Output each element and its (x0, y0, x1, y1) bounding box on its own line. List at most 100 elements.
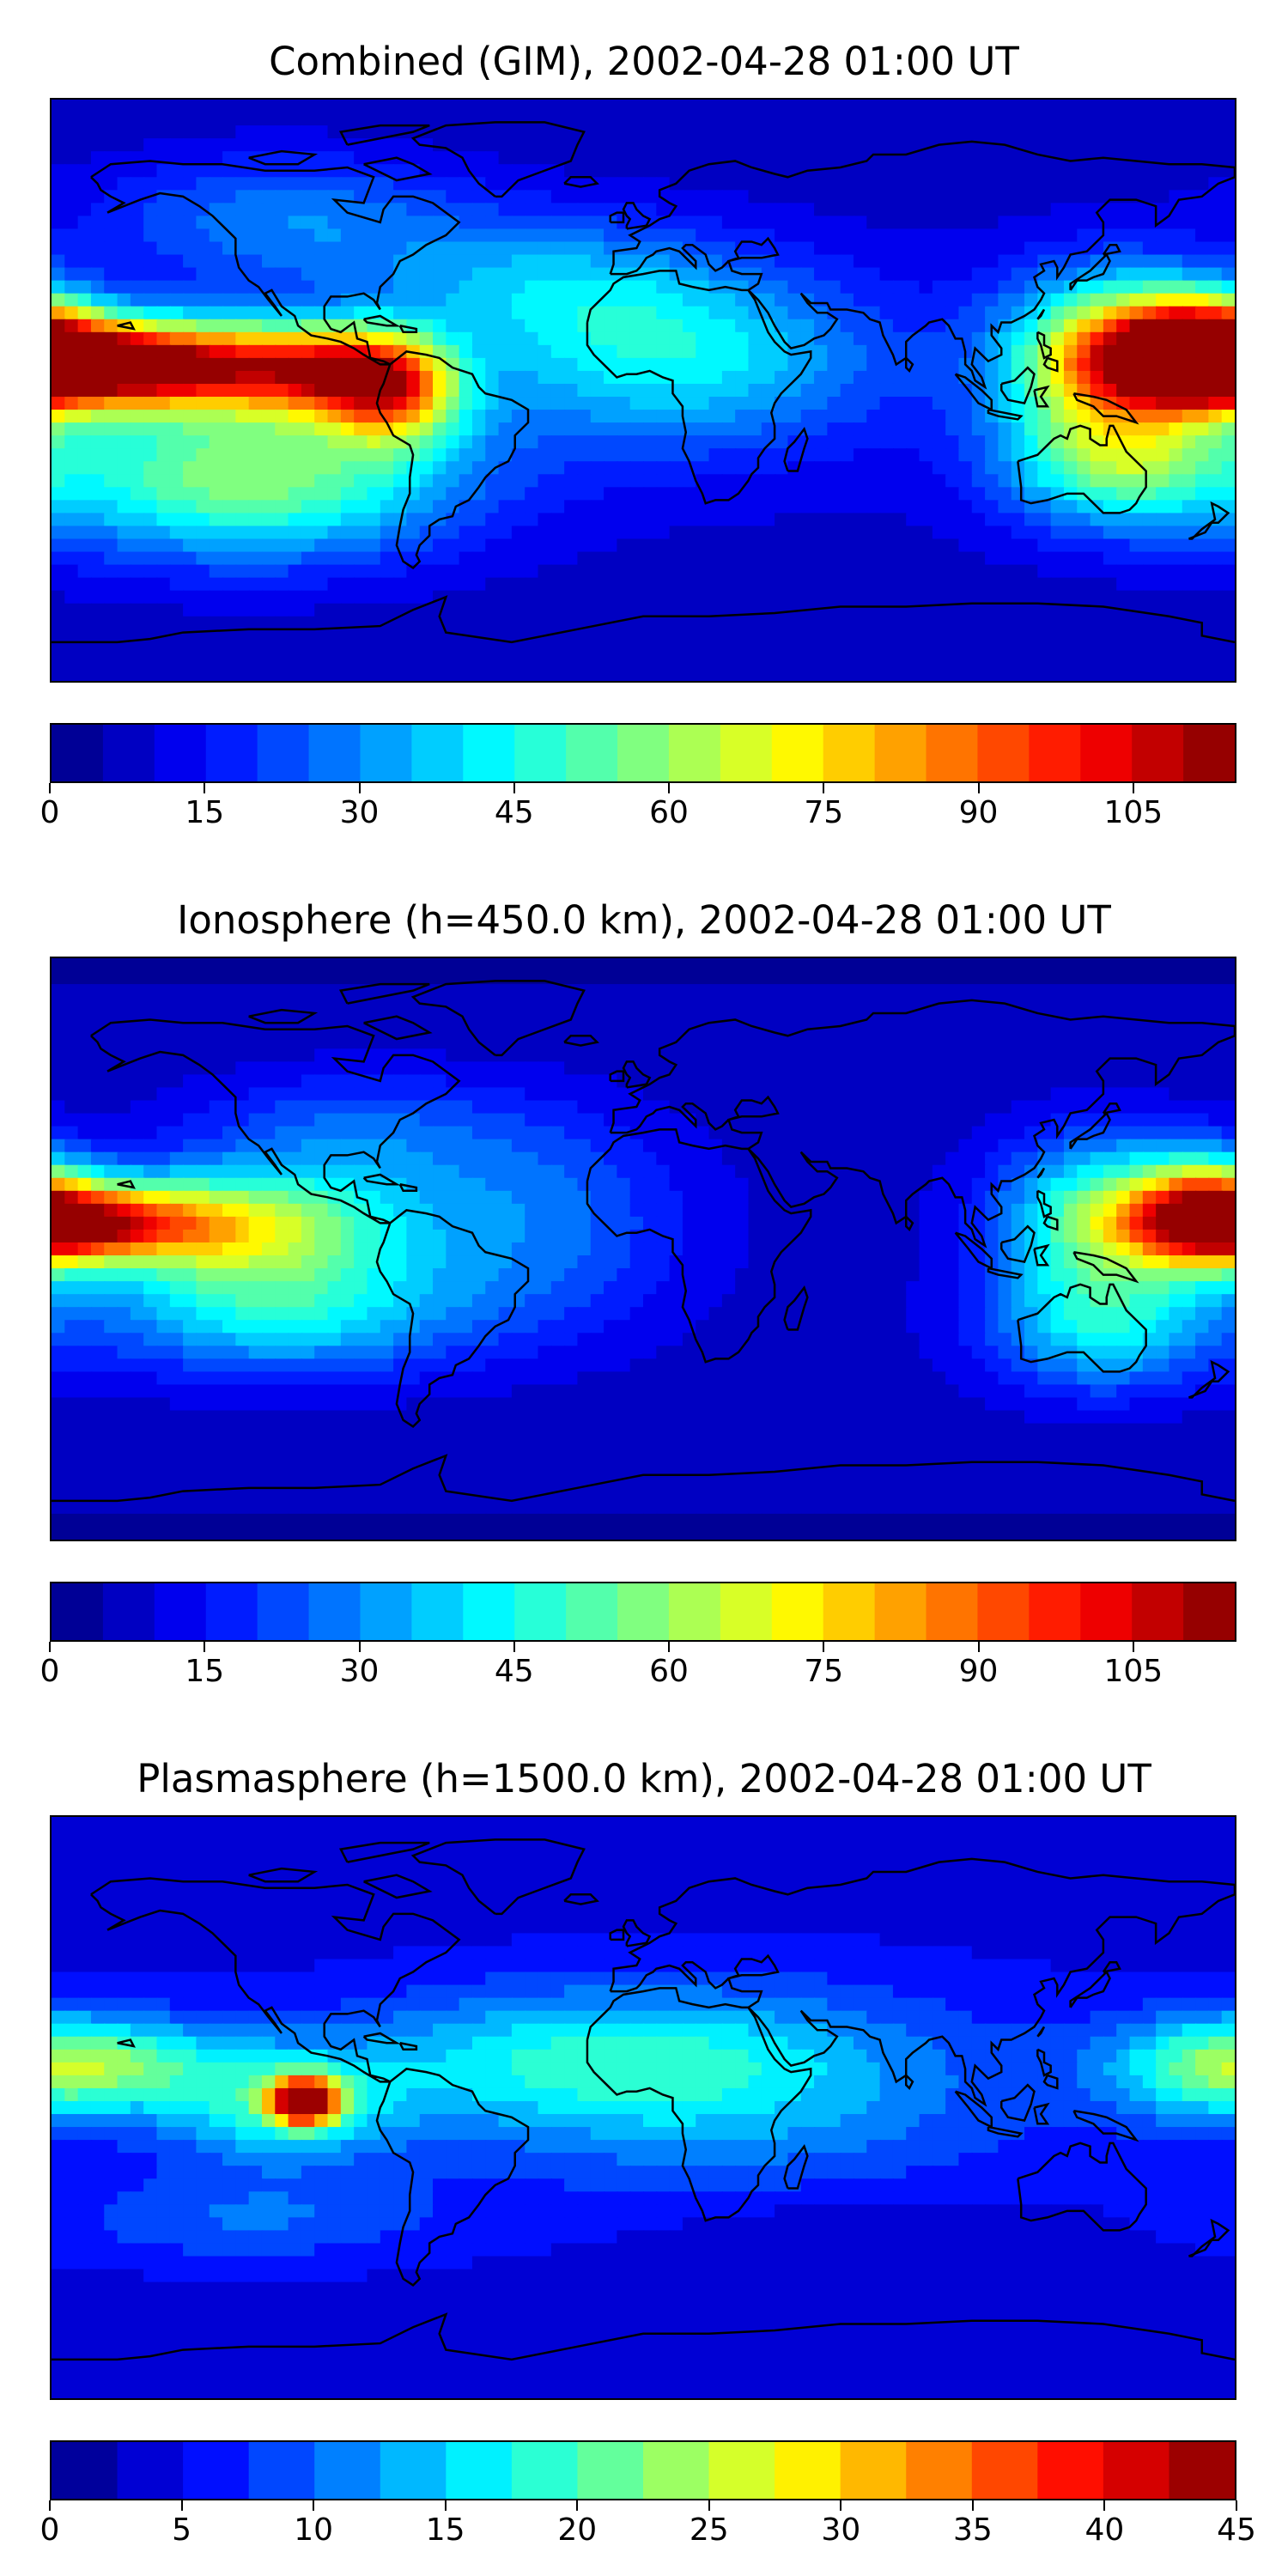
coastline (341, 1843, 429, 1862)
colorbar-tick (977, 1642, 980, 1652)
colorbar-tick (358, 1642, 361, 1652)
coastline (564, 177, 597, 186)
colorbar-level (52, 725, 104, 781)
coastline (623, 1061, 650, 1087)
panel-title: Combined (GIM), 2002-04-28 01:00 UT (269, 39, 1019, 84)
colorbar-level (360, 1583, 413, 1640)
colorbar-level (308, 1583, 361, 1640)
colorbar-tick (49, 2500, 51, 2511)
coastline (364, 1017, 430, 1039)
colorbar-level (154, 725, 207, 781)
coastline (1103, 1103, 1120, 1113)
coastline (1001, 2085, 1034, 2120)
colorbar-level (446, 2442, 513, 2499)
colorbar-level (971, 2442, 1039, 2499)
colorbar-tick-label: 15 (425, 2512, 465, 2548)
coastline (611, 1930, 623, 1940)
colorbar-tick-label: 90 (958, 795, 999, 830)
colorbar-tick-label: 75 (804, 1654, 844, 1689)
colorbar-tick-label: 105 (1103, 795, 1163, 830)
colorbar-level (823, 725, 876, 781)
coastline (118, 2040, 134, 2047)
colorbar-level (102, 725, 155, 781)
colorbar-ticks-ionosphere: 0 15 30 45 60 75 90 105 (40, 1642, 1236, 1693)
coastline (91, 1019, 459, 1223)
colorbar-level (511, 2442, 579, 2499)
colorbar-level (977, 725, 1030, 781)
colorbar-level (117, 2442, 184, 2499)
coastline (413, 981, 584, 1055)
coastline (611, 1000, 1235, 1246)
coastline (587, 1988, 811, 2221)
coastline (564, 1894, 597, 1904)
colorbar-tick (668, 783, 671, 793)
colorbar-level (1132, 725, 1184, 781)
colorbar-tick-label: 30 (821, 2512, 861, 2548)
coastline (1035, 387, 1048, 407)
colorbar-tick (358, 783, 361, 793)
colorbar-combined (50, 723, 1236, 783)
colorbar-level (566, 1583, 618, 1640)
coastline (364, 1875, 430, 1898)
coastline (1044, 2075, 1057, 2088)
coastline (52, 2314, 1235, 2360)
colorbar-level (52, 1583, 104, 1640)
coastline (364, 1175, 397, 1184)
coastline (1037, 2026, 1044, 2036)
coastline (52, 597, 1235, 642)
coastline (400, 1184, 416, 1191)
colorbar-level (411, 725, 464, 781)
colorbar-level (771, 1583, 824, 1640)
colorbar-tick (977, 783, 980, 793)
coastline (413, 1839, 584, 1914)
colorbar-tick (1236, 2500, 1237, 2511)
coastline (564, 1036, 597, 1045)
coastline (1103, 245, 1120, 254)
coastline (587, 270, 811, 503)
colorbar-level (314, 2442, 381, 2499)
colorbar-level (840, 2442, 907, 2499)
colorbar-level (1029, 1583, 1081, 1640)
colorbar-tick (513, 1642, 515, 1652)
coastline (249, 1010, 315, 1023)
coastline (623, 1920, 650, 1946)
colorbar-tick-label: 45 (494, 1654, 534, 1689)
colorbar-tick-label: 25 (689, 2512, 729, 2548)
coastline (906, 358, 913, 371)
coastline (400, 2043, 416, 2050)
colorbar-level (1103, 2442, 1170, 2499)
colorbar-tick (1132, 783, 1134, 793)
coastline (1018, 1285, 1145, 1372)
coastline (1071, 255, 1110, 290)
coastline (249, 151, 315, 164)
colorbar-level (380, 2442, 447, 2499)
colorbar-level (360, 725, 413, 781)
coastline (364, 2033, 397, 2043)
colorbar-tick (668, 1642, 671, 1652)
tec-map-plasmasphere (50, 1815, 1236, 2400)
colorbar-tick-label: 45 (1217, 2512, 1256, 2548)
colorbar-level (1183, 725, 1235, 781)
colorbar-level (248, 2442, 315, 2499)
colorbar-level (708, 2442, 775, 2499)
coastline (1037, 1191, 1050, 1217)
colorbar-level (926, 725, 979, 781)
colorbar-tick-label: 35 (952, 2512, 993, 2548)
colorbar-tick (708, 2500, 710, 2511)
colorbar-tick (444, 2500, 447, 2511)
colorbar-level (823, 1583, 876, 1640)
coastline (785, 1288, 808, 1330)
coastline (906, 2075, 913, 2088)
coastline (249, 1868, 315, 1881)
colorbar-level (771, 725, 824, 781)
coastline (1044, 1217, 1057, 1230)
coastline (1188, 1362, 1228, 1397)
colorbar-tick (840, 2500, 842, 2511)
colorbar-level (1037, 2442, 1104, 2499)
colorbar-tick-label: 45 (494, 795, 534, 830)
coastline (1103, 1962, 1120, 1971)
coastline (611, 1859, 1235, 2105)
colorbar-tick-label: 40 (1084, 2512, 1125, 2548)
colorbar-level (257, 725, 310, 781)
coastline (587, 1129, 811, 1362)
